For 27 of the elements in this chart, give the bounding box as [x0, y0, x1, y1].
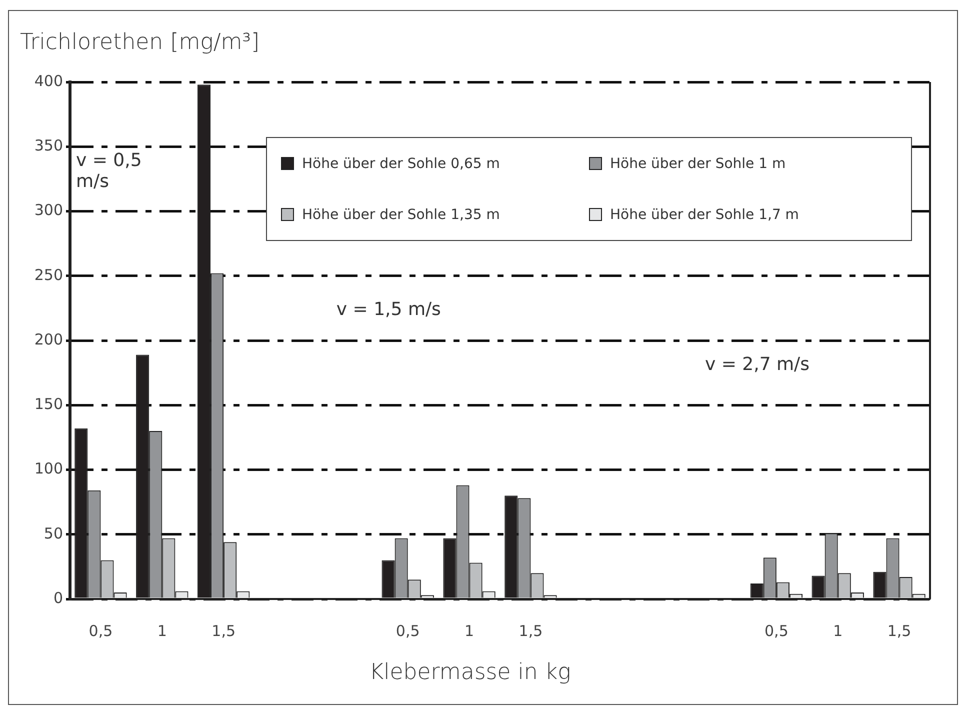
y-tick-label: 50 — [44, 524, 63, 542]
x-tick-label: 1,5 — [518, 622, 543, 640]
y-tick-label: 400 — [34, 72, 63, 90]
x-tick-label: 1 — [833, 622, 843, 640]
y-tick-label: 0 — [53, 588, 63, 607]
x-axis-title: Klebermasse in kg — [368, 660, 572, 685]
annotation: v = 0,5 m/s — [76, 150, 143, 192]
legend-label: Höhe über der Sohle 1,35 m — [302, 206, 500, 222]
x-tick-label: 0,5 — [396, 622, 420, 640]
annotation: v = 2,7 m/s — [705, 354, 810, 375]
y-tick-label: 200 — [34, 330, 63, 348]
x-tick-label: 1 — [464, 622, 474, 640]
annotation: v = 1,5 m/s — [336, 299, 441, 320]
x-tick-label: 0,5 — [88, 622, 113, 640]
legend-label: Höhe über der Sohle 0,65 m — [302, 156, 500, 172]
y-tick-label: 100 — [34, 460, 63, 478]
x-tick-label: 1,5 — [887, 622, 912, 640]
y-tick-label: 150 — [34, 395, 63, 414]
y-tick-label: 350 — [34, 136, 63, 155]
x-tick-label: 0,5 — [764, 622, 788, 640]
x-tick-label: 1,5 — [212, 622, 236, 640]
x-tick-label: 1 — [157, 622, 167, 640]
legend-label: Höhe über der Sohle 1 m — [610, 156, 786, 172]
y-tick-label: 300 — [34, 201, 63, 220]
legend-label: Höhe über der Sohle 1,7 m — [610, 206, 799, 222]
y-axis-title: Trichlorethen [mg/m³] — [20, 30, 260, 55]
y-tick-label: 250 — [34, 266, 63, 284]
